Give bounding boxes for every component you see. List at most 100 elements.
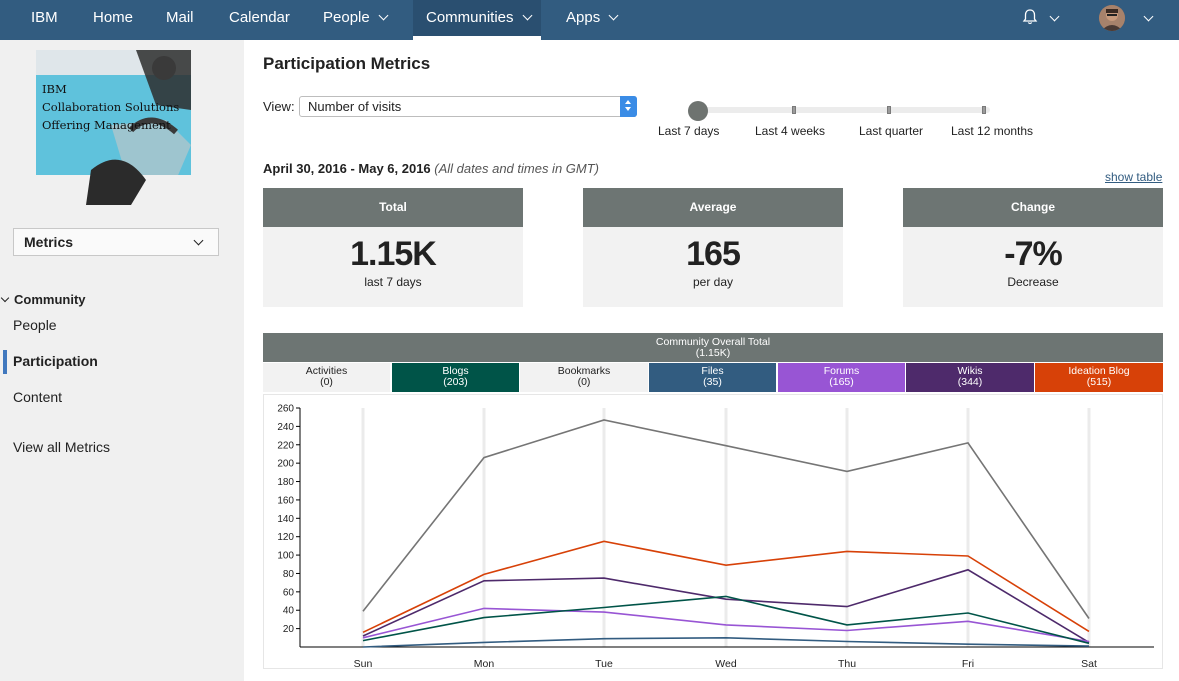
legend-label: Ideation Blog [1068,365,1130,377]
sidebar: IBM Collaboration Solutions Offering Man… [0,40,244,681]
series-line-ideation-blog[interactable] [362,540,1090,634]
date-range-value: April 30, 2016 - May 6, 2016 [263,161,431,176]
slider-thumb[interactable] [688,101,708,121]
average-card: Average 165 per day [583,188,843,307]
nav-apps[interactable]: Apps [566,0,619,40]
series-line-community-overall-total[interactable] [362,419,1090,619]
legend-item-files[interactable]: Files (35) [649,363,776,392]
nav-communities-label: Communities [426,9,514,26]
user-photo-icon [1099,5,1125,31]
legend-label: Wikis [957,365,983,377]
bell-icon [1022,9,1038,25]
y-tick-label: 200 [277,459,294,470]
x-tick-label: Sun [354,658,373,668]
range-label-quarter[interactable]: Last quarter [859,124,924,138]
top-nav: IBM Home Mail Calendar People Communitie… [0,0,1179,40]
y-tick-label: 140 [277,514,294,525]
series-line-forums[interactable] [362,607,1090,643]
legend-label: Blogs [442,365,469,377]
chevron-down-icon [378,10,389,21]
legend-label: Bookmarks [557,365,611,377]
legend-label: Activities [305,365,348,377]
legend-item-bookmarks[interactable]: Bookmarks (0) [520,363,648,392]
legend-item-blogs[interactable]: Blogs (203) [392,363,519,392]
range-label-4-weeks[interactable]: Last 4 weeks [755,124,826,138]
chevron-down-icon [0,293,10,303]
legend-item-wikis[interactable]: Wikis (344) [906,363,1034,392]
active-item-indicator [3,350,7,374]
y-tick-label: 20 [283,624,295,635]
show-table-link[interactable]: show table [1105,170,1163,184]
y-tick-label: 240 [277,422,294,433]
x-tick-label: Thu [838,658,856,668]
nav-calendar[interactable]: Calendar [229,9,290,26]
x-tick-label: Tue [595,658,613,668]
total-card: Total 1.15K last 7 days [263,188,523,307]
view-all-metrics-link[interactable]: View all Metrics [13,439,110,455]
avatar [1099,5,1125,31]
card-value: 165 [686,235,741,273]
page-title: Participation Metrics [263,54,431,73]
chart-overall-total[interactable]: Community Overall Total (1.15K) [263,333,1163,362]
logo-text: IBM Collaboration Solutions Offering Man… [42,80,179,134]
notifications-button[interactable] [1021,0,1061,40]
nav-communities[interactable]: Communities [413,0,541,40]
y-tick-label: 100 [277,551,294,562]
sidebar-section-label: Community [14,292,86,307]
chevron-down-icon [522,10,532,21]
series-line-files[interactable] [362,636,1090,648]
range-label-7-days[interactable]: Last 7 days [658,124,720,138]
range-label-12-months[interactable]: Last 12 months [951,124,1034,138]
card-value: -7% [1004,235,1062,273]
sidebar-item-content[interactable]: Content [13,389,63,405]
legend-count: (0) [320,376,333,388]
legend-label: Files [701,365,724,377]
card-header: Total [263,188,523,227]
y-tick-label: 160 [277,495,294,506]
y-tick-label: 60 [283,587,295,598]
community-photo-icon [36,50,191,205]
chevron-down-icon [608,10,619,21]
card-subtitle: Decrease [1007,275,1059,289]
x-tick-label: Mon [474,658,495,668]
sidebar-section-community[interactable]: Community [0,292,86,307]
nav-brand-ibm[interactable]: IBM [31,9,58,26]
date-range: April 30, 2016 - May 6, 2016 (All dates … [263,161,599,176]
legend-item-activities[interactable]: Activities (0) [263,363,390,392]
legend-count: (203) [443,376,468,388]
user-menu[interactable] [1099,0,1154,40]
line-chart: 20 40 60 80 100 120 140 160 180 200 220 240 260 Sun Mo… [277,404,1154,670]
x-tick-label: Wed [715,658,737,668]
legend-count: (35) [703,376,722,388]
view-select[interactable]: Number of visits [299,96,637,117]
card-header: Average [583,188,843,227]
y-tick-label: 40 [283,606,295,617]
slider-tick [792,106,796,114]
series-line-blogs[interactable] [362,595,1090,645]
card-value: 1.15K [350,235,437,273]
card-header: Change [903,188,1163,227]
slider-tick [887,106,891,114]
series-line-wikis[interactable] [362,568,1090,644]
legend-count: (344) [957,376,983,388]
x-tick-label: Fri [962,658,974,668]
legend-count: (0) [577,376,591,388]
chart-header-title: Community Overall Total [655,336,771,348]
nav-mail[interactable]: Mail [166,9,194,26]
legend-item-ideation-blog[interactable]: Ideation Blog (515) [1035,363,1163,392]
nav-people[interactable]: People [323,0,389,40]
active-tab-indicator [413,36,541,40]
nav-home[interactable]: Home [93,9,134,26]
y-tick-label: 260 [277,404,294,415]
metrics-dropdown[interactable]: Metrics [13,228,219,256]
chevron-down-icon [1049,11,1060,22]
metrics-dropdown-label: Metrics [24,234,74,250]
time-range-slider[interactable] [697,107,990,113]
card-subtitle: per day [692,275,734,289]
legend-item-forums[interactable]: Forums (165) [778,363,905,392]
legend-label: Forums [823,365,860,377]
logo-line: IBM [42,82,67,96]
sidebar-item-people[interactable]: People [13,317,57,333]
chevron-down-icon [193,235,204,246]
sidebar-item-participation[interactable]: Participation [13,353,98,369]
